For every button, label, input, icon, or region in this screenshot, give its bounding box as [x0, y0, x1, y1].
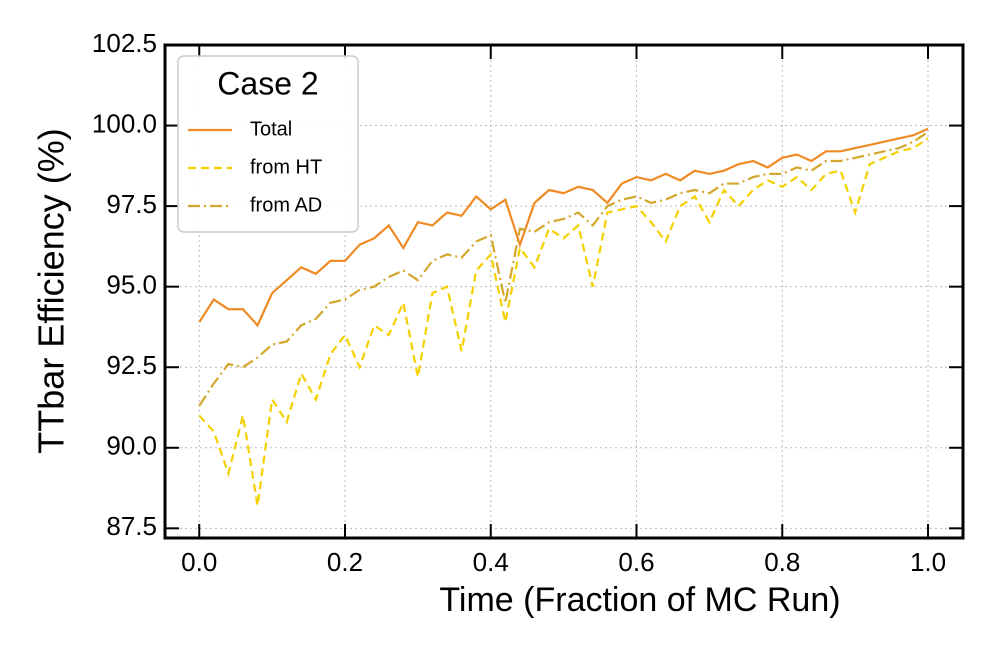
y-tick-label: 92.5: [106, 350, 157, 380]
legend-label: Total: [250, 118, 292, 140]
y-axis-label: TTbar Efficiency (%): [31, 128, 72, 453]
legend-box: [177, 55, 359, 233]
legend-label: from AD: [250, 194, 322, 216]
y-tick-label: 97.5: [106, 189, 157, 219]
series-line: [198, 137, 929, 506]
x-tick-label: 0.0: [181, 547, 217, 577]
x-tick-label: 0.8: [764, 547, 800, 577]
y-tick-label: 100.0: [92, 108, 157, 138]
y-tick-label: 87.5: [106, 511, 157, 541]
series-line: [198, 127, 929, 328]
plot-frame: [163, 43, 965, 540]
x-axis-label: Time (Fraction of MC Run): [439, 581, 840, 619]
x-tick-label: 0.2: [327, 547, 363, 577]
legend-title: Case 2: [217, 65, 318, 101]
x-tick-label: 1.0: [910, 547, 946, 577]
y-tick-label: 90.0: [106, 431, 157, 461]
series-line: [198, 131, 929, 407]
x-tick-label: 0.4: [473, 547, 509, 577]
y-tick-label: 102.5: [92, 28, 157, 58]
x-tick-label: 0.6: [618, 547, 654, 577]
y-tick-label: 95.0: [106, 270, 157, 300]
legend-label: from HT: [250, 156, 322, 178]
